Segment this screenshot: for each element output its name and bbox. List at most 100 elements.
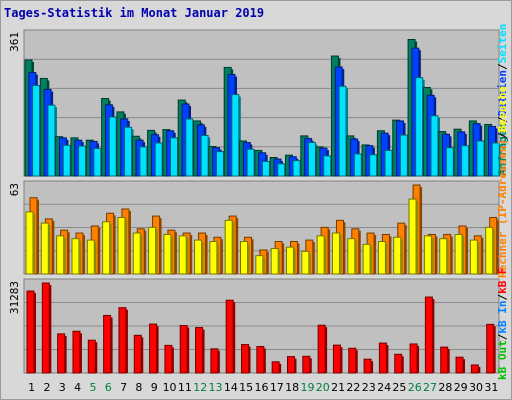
bar-kb-day-19 — [302, 355, 312, 374]
bar-kb-day-26 — [409, 343, 420, 374]
bar-kb-day-30 — [470, 364, 481, 374]
bar-rechner-day-13 — [209, 241, 219, 275]
x-label-day-18: 18 — [285, 381, 299, 394]
bar-rechner-day-4 — [71, 238, 81, 275]
x-label-day-15: 15 — [239, 381, 253, 394]
bar-rechner-day-23 — [362, 243, 373, 275]
x-label-day-30: 30 — [469, 381, 483, 394]
x-label-day-1: 1 — [28, 381, 35, 394]
x-label-day-16: 16 — [255, 381, 269, 394]
bar-seiten-day-31 — [491, 142, 502, 177]
y-max-label: 63 — [8, 183, 21, 196]
x-label-day-2: 2 — [43, 381, 50, 394]
bar-kb-day-12 — [195, 327, 205, 374]
bar-kb-day-4 — [72, 330, 82, 374]
bar-kb-day-15 — [241, 344, 251, 374]
bar-kb-day-28 — [440, 346, 450, 374]
bar-rechner-day-10 — [163, 233, 173, 275]
bar-rechner-day-22 — [347, 238, 357, 275]
x-label-day-5: 5 — [89, 381, 96, 394]
bar-kb-day-8 — [133, 334, 144, 374]
bar-kb-day-16 — [256, 346, 266, 374]
bar-rechner-day-20 — [316, 235, 327, 275]
x-label-day-21: 21 — [331, 381, 345, 394]
x-label-day-28: 28 — [438, 381, 452, 394]
x-label-day-25: 25 — [392, 381, 406, 394]
bar-rechner-day-25 — [393, 236, 403, 275]
bar-kb-day-27 — [424, 296, 435, 374]
bar-kb-day-7 — [118, 307, 128, 374]
bar-rechner-day-19 — [301, 250, 311, 275]
x-label-day-24: 24 — [377, 381, 391, 394]
x-label-day-14: 14 — [224, 381, 238, 394]
bar-kb-day-10 — [164, 344, 174, 374]
bar-rechner-day-29 — [454, 233, 465, 275]
bar-kb-day-1 — [26, 290, 36, 374]
x-label-day-10: 10 — [163, 381, 177, 394]
x-label-day-20: 20 — [316, 381, 330, 394]
bar-kb-day-31 — [486, 323, 496, 374]
x-label-day-7: 7 — [120, 381, 127, 394]
bar-kb-day-9 — [149, 323, 159, 374]
x-label-day-27: 27 — [423, 381, 437, 394]
bar-rechner-day-12 — [194, 239, 204, 275]
bar-rechner-day-9 — [148, 226, 158, 275]
bar-kb-day-5 — [87, 339, 98, 374]
legend-kbytes: kB Out/kB In/kB F — [496, 267, 509, 380]
bar-kb-day-6 — [103, 314, 113, 374]
bar-rechner-day-7 — [117, 216, 127, 275]
bar-rechner-day-21 — [331, 232, 342, 275]
bar-rechner-day-14 — [224, 219, 235, 275]
bar-rechner-day-18 — [285, 246, 296, 275]
legend-hits-files-pages: Anfragen/Dateien/Seiten — [496, 24, 509, 176]
bar-rechner-day-15 — [240, 241, 250, 275]
x-label-day-8: 8 — [135, 381, 142, 394]
bar-kb-day-21 — [332, 344, 343, 374]
bar-kb-day-2 — [41, 282, 52, 374]
bar-kb-day-17 — [271, 361, 282, 374]
bar-rechner-day-28 — [439, 238, 449, 275]
bar-seiten-day-14 — [231, 94, 241, 177]
bar-rechner-day-30 — [469, 239, 480, 275]
bar-rechner-day-5 — [86, 239, 97, 275]
bar-rechner-day-3 — [56, 235, 66, 275]
x-label-day-26: 26 — [408, 381, 422, 394]
x-label-day-3: 3 — [59, 381, 66, 394]
x-label-day-23: 23 — [362, 381, 376, 394]
x-label-day-12: 12 — [193, 381, 207, 394]
page-title: Tages-Statistik im Monat Januar 2019 — [4, 6, 265, 20]
bar-kb-day-3 — [57, 333, 67, 374]
bar-rechner-day-17 — [270, 248, 281, 275]
bar-rechner-day-16 — [255, 255, 265, 275]
bar-kb-day-23 — [363, 358, 374, 374]
bar-seiten-day-21 — [338, 85, 349, 177]
bar-rechner-day-27 — [423, 235, 434, 275]
bar-rechner-day-8 — [132, 232, 143, 275]
bar-kb-day-18 — [286, 356, 297, 374]
x-label-day-13: 13 — [209, 381, 223, 394]
legend-visits-sites: Rechner (IP-Adressen)/Besuche — [496, 86, 509, 278]
bar-rechner-day-11 — [178, 235, 189, 275]
bar-rechner-day-6 — [102, 221, 112, 275]
bar-kb-day-14 — [225, 299, 236, 374]
bar-kb-day-22 — [348, 347, 358, 374]
y-max-label: 31283 — [8, 281, 21, 314]
bar-kb-day-25 — [394, 353, 404, 374]
bar-kb-day-24 — [378, 342, 389, 374]
bar-kb-day-11 — [179, 325, 190, 374]
bar-rechner-day-24 — [377, 241, 388, 275]
bar-kb-day-29 — [455, 356, 466, 374]
bar-kb-day-20 — [317, 324, 328, 374]
bar-rechner-day-2 — [40, 222, 51, 275]
x-label-day-19: 19 — [300, 381, 314, 394]
x-label-day-22: 22 — [346, 381, 360, 394]
bar-rechner-day-1 — [25, 211, 35, 275]
bar-rechner-day-26 — [408, 198, 419, 275]
x-label-day-11: 11 — [178, 381, 192, 394]
y-max-label: 361 — [8, 32, 21, 52]
x-label-day-17: 17 — [270, 381, 284, 394]
x-label-day-31: 31 — [484, 381, 498, 394]
x-label-day-4: 4 — [74, 381, 81, 394]
x-label-day-6: 6 — [105, 381, 112, 394]
